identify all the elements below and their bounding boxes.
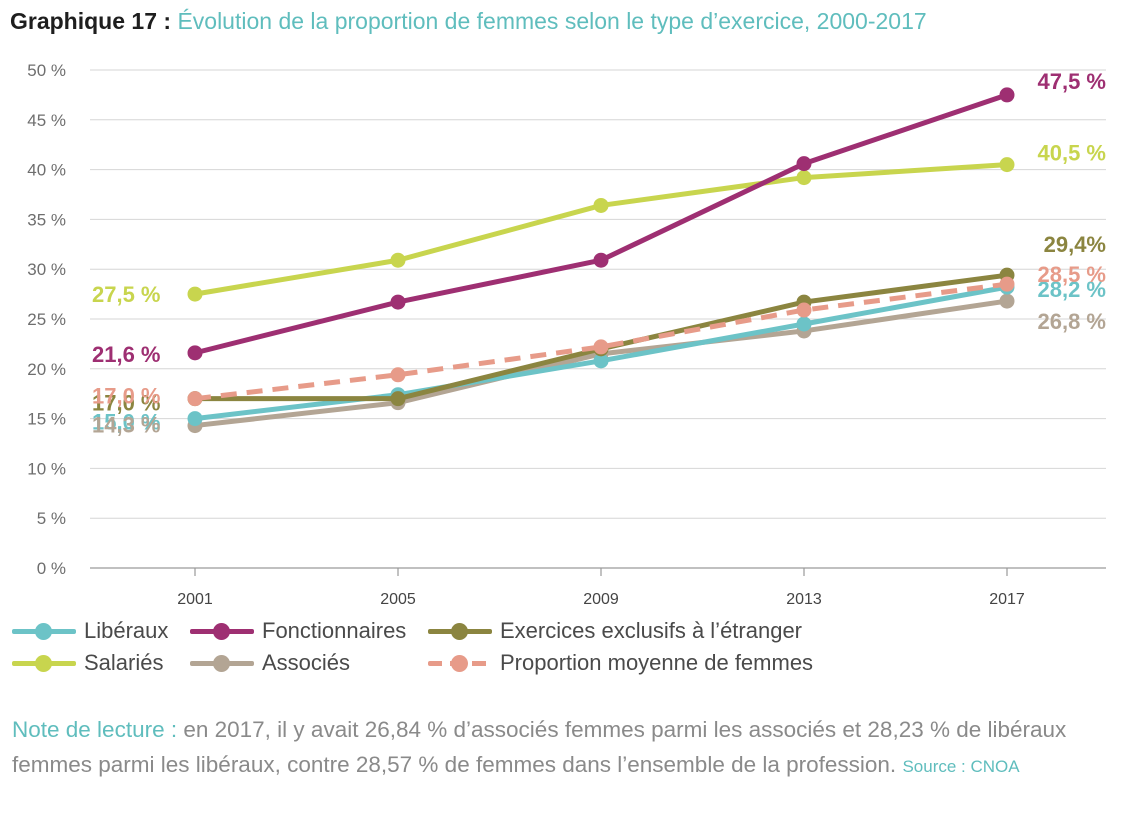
legend-swatch (428, 623, 492, 640)
series-start-label: 27,5 % (92, 282, 161, 307)
legend-swatch (12, 623, 76, 640)
legend-label: Fonctionnaires (262, 618, 407, 643)
y-tick-label: 0 % (37, 559, 66, 578)
series-end-label: 40,5 % (1038, 141, 1107, 166)
data-point (390, 367, 406, 383)
legend-label: Proportion moyenne de femmes (500, 650, 814, 675)
data-point (187, 286, 203, 302)
series-line (192, 92, 1010, 356)
series-end-label: 47,5 % (1038, 69, 1107, 94)
data-point (796, 156, 812, 172)
legend-item: Libéraux (12, 618, 168, 644)
legend-item: Proportion moyenne de femmes (428, 650, 813, 676)
series-end-label: 28,5 % (1038, 262, 1107, 287)
chart-title-text: Évolution de la proportion de femmes sel… (177, 8, 927, 34)
legend-item: Associés (190, 650, 350, 676)
note-source: Source : CNOA (902, 757, 1020, 776)
data-point (187, 411, 203, 427)
note-label: Note de lecture : (12, 717, 178, 742)
data-point (999, 87, 1015, 103)
data-point (593, 197, 609, 213)
data-point (593, 353, 609, 369)
note-text: en 2017, il y avait 26,84 % d’associés f… (12, 717, 1067, 777)
legend-label: Libéraux (84, 618, 169, 643)
series-start-label: 17,0 % (92, 391, 161, 416)
series-line (194, 281, 1008, 402)
reading-note: Note de lecture : en 2017, il y avait 26… (12, 712, 1132, 784)
series-line (192, 272, 1010, 402)
y-tick-label: 40 % (27, 161, 66, 180)
legend-swatch (12, 655, 76, 672)
line-chart: 0 % 5 % 10 % 15 % 20 % 25 % 30 % 35 % 40 % 45 % 50… (27, 61, 1107, 608)
series-end-label: 28,2 % (1038, 277, 1107, 302)
series-start-label: 21,6 % (92, 342, 161, 367)
y-tick-label: 35 % (27, 210, 66, 229)
data-point (999, 276, 1015, 292)
series-end-label: 29,4% (1044, 232, 1106, 257)
data-point (187, 391, 203, 407)
x-tick-label: 2001 (177, 591, 213, 608)
data-point (796, 302, 812, 318)
legend-item: Exercices exclusifs à l’étranger (428, 618, 802, 644)
chart-legend: Libéraux Fonctionnaires Exercices exclusif… (0, 610, 1142, 690)
legend-label: Associés (262, 650, 351, 675)
x-tick-label: 2009 (583, 591, 619, 608)
data-point (390, 252, 406, 268)
y-tick-label: 5 % (37, 509, 66, 528)
data-point (999, 293, 1015, 309)
x-tick-label: 2013 (786, 591, 822, 608)
legend-item: Salariés (12, 650, 163, 676)
series-start-label: 15,0 % (92, 410, 161, 435)
series-start-label: 17,0 % (92, 384, 161, 409)
y-tick-label: 15 % (27, 410, 66, 429)
series-start-label: 14,3 % (92, 413, 161, 438)
y-tick-label: 45 % (27, 111, 66, 130)
legend-swatch (190, 655, 254, 672)
data-point (796, 170, 812, 186)
x-tick-label: 2005 (380, 591, 416, 608)
y-tick-label: 30 % (27, 260, 66, 279)
legend-label: Salariés (84, 650, 164, 675)
y-tick-label: 20 % (27, 360, 66, 379)
data-point (796, 316, 812, 332)
data-point (187, 345, 203, 361)
data-point (593, 252, 609, 268)
legend-swatch (190, 623, 254, 640)
series-end-label: 26,8 % (1038, 309, 1107, 334)
data-point (593, 339, 609, 355)
legend-item: Fonctionnaires (190, 618, 406, 644)
data-point (999, 157, 1015, 173)
legend-label: Exercices exclusifs à l’étranger (500, 618, 803, 643)
x-tick-label: 2017 (989, 591, 1025, 608)
y-tick-label: 25 % (27, 310, 66, 329)
legend-swatch (428, 655, 492, 672)
y-tick-label: 50 % (27, 61, 66, 80)
chart-title-label: Graphique 17 : (10, 8, 172, 34)
series-line (192, 162, 1010, 297)
y-tick-label: 10 % (27, 459, 66, 478)
chart-title: Graphique 17 : Évolution de la proportio… (10, 8, 927, 35)
data-point (390, 391, 406, 407)
data-point (390, 294, 406, 310)
